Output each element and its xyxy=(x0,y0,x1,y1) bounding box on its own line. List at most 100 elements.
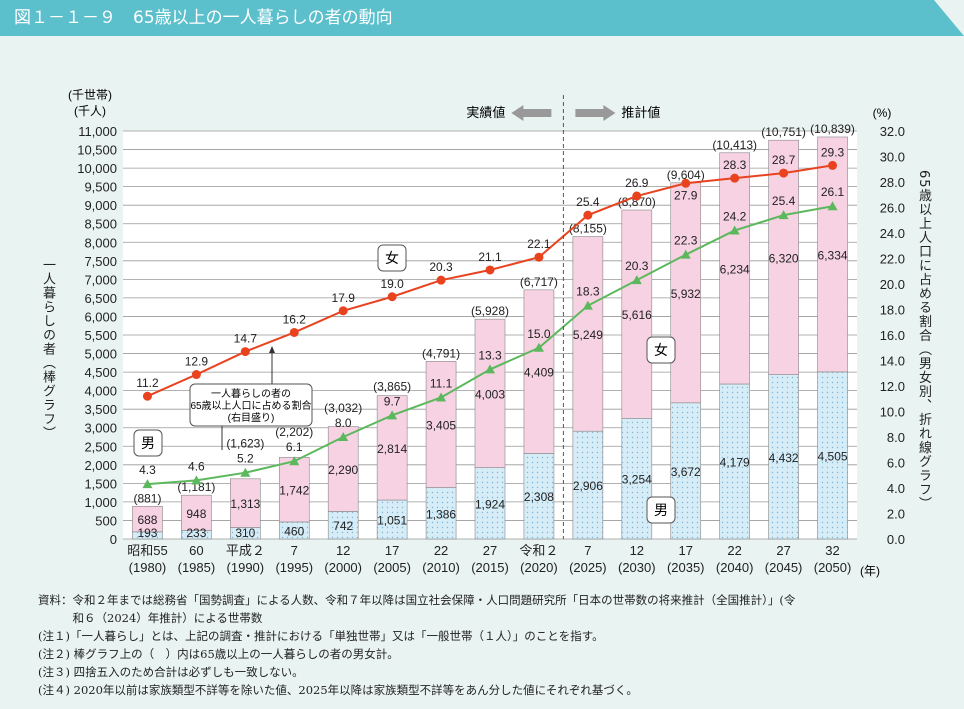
left-tick-label: 7,500 xyxy=(84,254,117,269)
x-tick-year: (2015) xyxy=(471,560,509,575)
female-value-label: 4,409 xyxy=(524,366,554,380)
total-label: (10,839) xyxy=(810,122,855,136)
total-label: (2,202) xyxy=(275,425,313,439)
female-value-label: 6,320 xyxy=(769,251,799,265)
left-tick-label: 7,000 xyxy=(84,272,117,287)
female-point xyxy=(485,265,495,275)
female-pct-label: 26.9 xyxy=(625,176,649,190)
female-point xyxy=(387,292,397,302)
left-tick-label: 4,000 xyxy=(84,384,117,399)
bar-female xyxy=(181,494,212,531)
x-unit: (年) xyxy=(860,564,880,578)
female-pct-label: 14.7 xyxy=(234,332,258,346)
female-pct-label: 17.9 xyxy=(332,291,356,305)
note-source-1: 資料：令和２年までは総務省「国勢調査」による人数、令和７年以降は国立社会保障・人… xyxy=(38,593,796,607)
male-pct-label: 26.1 xyxy=(821,185,845,199)
male-point xyxy=(289,456,300,466)
male-pct-label: 9.7 xyxy=(384,394,401,408)
x-tick-year: (2010) xyxy=(422,560,460,575)
male-pct-label: 15.0 xyxy=(527,327,551,341)
male-pct-label: 13.3 xyxy=(478,348,502,362)
x-tick-label: 12 xyxy=(630,543,644,558)
female-value-label: 3,405 xyxy=(426,418,456,432)
x-tick-label: 令和２ xyxy=(519,543,558,558)
x-tick-year: (2040) xyxy=(716,560,754,575)
female-point xyxy=(142,391,152,401)
male-value-label: 193 xyxy=(137,526,157,540)
left-tick-label: 0 xyxy=(110,532,117,547)
total-label: (8,870) xyxy=(618,195,656,209)
left-tick-label: 10,000 xyxy=(77,161,117,176)
female-pct-label: 16.2 xyxy=(283,312,307,326)
male-pct-label: 11.1 xyxy=(430,376,453,390)
total-label: (9,604) xyxy=(667,168,705,182)
bar-female xyxy=(670,182,702,404)
left-tick-label: 2,000 xyxy=(84,458,117,473)
male-tag-2: 男 xyxy=(654,502,668,518)
male-pct-label: 6.1 xyxy=(286,440,303,454)
female-pct-label: 28.7 xyxy=(772,153,796,167)
x-tick-label: 7 xyxy=(584,543,591,558)
total-label: (1,181) xyxy=(177,480,215,494)
female-pct-label: 29.3 xyxy=(821,145,845,159)
total-label: (3,865) xyxy=(373,379,411,393)
right-tick-label: 24.0 xyxy=(880,226,905,241)
x-tick-year: (1985) xyxy=(178,560,216,575)
x-tick-label: 17 xyxy=(678,543,692,558)
total-label: (5,928) xyxy=(471,304,509,318)
x-tick-year: (2025) xyxy=(569,560,607,575)
female-value-label: 6,234 xyxy=(720,262,750,276)
x-tick-year: (2005) xyxy=(373,560,411,575)
male-pct-label: 22.3 xyxy=(674,234,698,248)
left-tick-label: 8,000 xyxy=(84,235,117,250)
female-pct-label: 20.3 xyxy=(429,260,453,274)
left-tick-label: 9,500 xyxy=(84,180,117,195)
male-pct-label: 25.4 xyxy=(772,194,796,208)
callout-arrowhead xyxy=(269,346,275,353)
bar-male xyxy=(523,453,555,540)
left-tick-label: 11,000 xyxy=(78,124,117,139)
male-pct-label: 20.3 xyxy=(625,259,649,273)
male-tag: 男 xyxy=(141,435,155,451)
right-tick-label: 16.0 xyxy=(880,328,905,343)
male-point xyxy=(582,300,593,310)
bar-male xyxy=(719,383,750,540)
bar-female xyxy=(425,360,457,488)
bar-female xyxy=(572,236,604,432)
right-tick-label: 2.0 xyxy=(887,507,905,522)
total-label: (4,791) xyxy=(422,346,460,360)
male-point xyxy=(240,467,251,477)
bar-male xyxy=(474,467,506,540)
left-tick-label: 6,000 xyxy=(84,309,117,324)
male-point xyxy=(729,225,740,235)
female-pct-label: 22.1 xyxy=(527,237,551,251)
right-tick-label: 12.0 xyxy=(880,379,905,394)
callout-box xyxy=(189,383,313,427)
left-tick-label: 10,500 xyxy=(77,143,117,158)
right-tick-label: 18.0 xyxy=(880,303,905,318)
female-tag-2-box xyxy=(646,336,676,364)
x-tick-label: 17 xyxy=(385,543,399,558)
bar-female xyxy=(230,478,261,528)
male-point xyxy=(533,342,544,352)
female-point xyxy=(828,160,838,170)
callout-text: 一人暮らしの者の xyxy=(211,387,291,400)
right-tick-label: 14.0 xyxy=(880,354,905,369)
female-value-label: 2,290 xyxy=(328,463,358,477)
bar-female xyxy=(132,506,163,533)
left-unit-2: (千人) xyxy=(74,104,106,118)
female-point xyxy=(730,173,740,183)
left-tick-label: 8,500 xyxy=(84,217,117,232)
male-value-label: 2,906 xyxy=(573,479,603,493)
left-tick-label: 4,500 xyxy=(84,365,117,380)
x-tick-year: (1995) xyxy=(275,560,313,575)
male-point xyxy=(142,479,153,489)
female-value-label: 948 xyxy=(186,507,206,521)
right-tick-label: 22.0 xyxy=(880,252,905,267)
female-point xyxy=(338,306,348,316)
male-value-label: 4,432 xyxy=(769,451,799,465)
x-tick-label: 27 xyxy=(483,543,497,558)
actual-label: 実績値 xyxy=(466,105,505,120)
bar-female xyxy=(768,139,799,375)
male-point xyxy=(631,275,642,285)
